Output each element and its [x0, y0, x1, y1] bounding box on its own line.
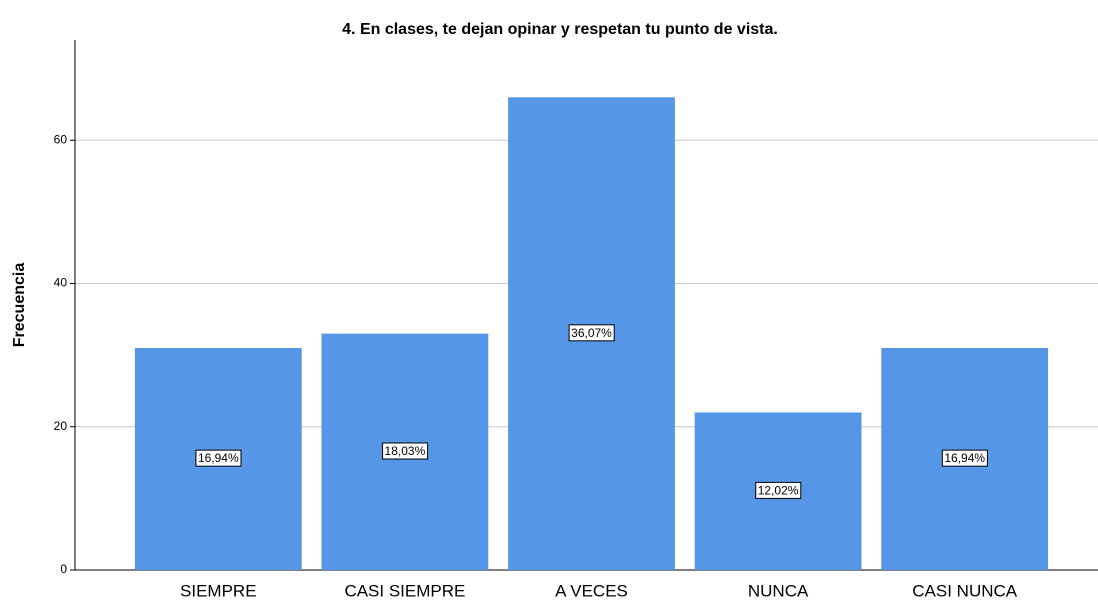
y-axis-label: Frecuencia: [11, 263, 28, 348]
data-label: 16,94%: [944, 451, 985, 465]
data-label-box: [195, 449, 242, 467]
y-tick-label: 20: [54, 419, 68, 433]
x-tick-label: CASI SIEMPRE: [344, 581, 465, 600]
data-label-box: [382, 442, 429, 460]
data-label: 18,03%: [385, 444, 426, 458]
data-label: 36,07%: [571, 326, 612, 340]
y-tick-label: 0: [60, 562, 67, 576]
y-tick-label: 40: [54, 276, 68, 290]
x-tick-label: CASI NUNCA: [912, 581, 1018, 600]
y-tick-label: 60: [54, 132, 68, 146]
x-tick-label: A VECES: [555, 581, 628, 600]
data-label-box: [941, 449, 988, 467]
data-label-box: [568, 324, 615, 342]
x-tick-label: NUNCA: [748, 581, 809, 600]
x-tick-label: SIEMPRE: [180, 581, 257, 600]
data-label: 16,94%: [198, 451, 239, 465]
chart-title: 4. En clases, te dejan opinar y respetan…: [342, 21, 778, 38]
data-label: 12,02%: [758, 483, 799, 497]
data-label-box: [755, 481, 802, 499]
